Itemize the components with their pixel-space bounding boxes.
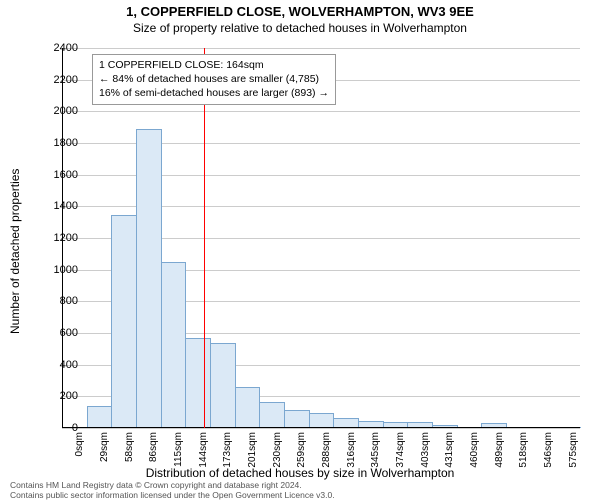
x-tick-label: 518sqm (518, 432, 529, 472)
x-tick-label: 288sqm (321, 432, 332, 472)
histogram-bar (309, 413, 335, 428)
x-tick-label: 431sqm (444, 432, 455, 472)
annotation-line: 16% of semi-detached houses are larger (… (99, 86, 329, 100)
x-tick-label: 29sqm (99, 432, 110, 472)
x-tick-label: 86sqm (148, 432, 159, 472)
y-axis-label: Number of detached properties (8, 169, 22, 334)
histogram-bar (111, 215, 137, 428)
page-subtitle: Size of property relative to detached ho… (0, 21, 600, 35)
histogram-bar (87, 406, 113, 428)
x-tick-label: 345sqm (370, 432, 381, 472)
y-tick-label: 2200 (42, 74, 78, 86)
histogram-bar (185, 338, 211, 428)
y-tick-label: 1200 (42, 232, 78, 244)
chart-plot-area: 1 COPPERFIELD CLOSE: 164sqm← 84% of deta… (62, 48, 580, 428)
histogram-bar (210, 343, 236, 428)
x-tick-label: 546sqm (543, 432, 554, 472)
histogram-bar (235, 387, 261, 428)
x-tick-label: 173sqm (222, 432, 233, 472)
footer-line2: Contains public sector information licen… (10, 490, 335, 500)
y-tick-label: 2400 (42, 42, 78, 54)
y-tick-label: 1600 (42, 169, 78, 181)
annotation-box: 1 COPPERFIELD CLOSE: 164sqm← 84% of deta… (92, 54, 336, 105)
x-tick-label: 489sqm (494, 432, 505, 472)
y-tick-label: 400 (42, 359, 78, 371)
footer: Contains HM Land Registry data © Crown c… (10, 480, 335, 500)
annotation-line: 1 COPPERFIELD CLOSE: 164sqm (99, 58, 329, 72)
y-tick-label: 2000 (42, 105, 78, 117)
histogram-bar (161, 262, 187, 428)
x-tick-label: 58sqm (124, 432, 135, 472)
annotation-line: ← 84% of detached houses are smaller (4,… (99, 72, 329, 86)
x-tick-label: 115sqm (173, 432, 184, 472)
x-tick-label: 144sqm (198, 432, 209, 472)
x-tick-label: 230sqm (272, 432, 283, 472)
gridline (62, 111, 580, 112)
x-tick-label: 374sqm (395, 432, 406, 472)
x-tick-label: 201sqm (247, 432, 258, 472)
x-tick-label: 0sqm (74, 432, 85, 472)
x-tick-label: 316sqm (346, 432, 357, 472)
histogram-bar (136, 129, 162, 428)
y-tick-label: 1000 (42, 264, 78, 276)
histogram-bar (259, 402, 285, 428)
y-tick-label: 200 (42, 390, 78, 402)
footer-line1: Contains HM Land Registry data © Crown c… (10, 480, 335, 490)
y-tick-label: 600 (42, 327, 78, 339)
x-tick-label: 575sqm (568, 432, 579, 472)
page-title: 1, COPPERFIELD CLOSE, WOLVERHAMPTON, WV3… (0, 4, 600, 19)
y-tick-label: 800 (42, 295, 78, 307)
x-tick-label: 259sqm (296, 432, 307, 472)
y-tick-label: 1800 (42, 137, 78, 149)
gridline (62, 428, 580, 429)
gridline (62, 48, 580, 49)
histogram-bar (284, 410, 310, 428)
marker-line (204, 48, 205, 428)
x-tick-label: 403sqm (420, 432, 431, 472)
y-tick-label: 1400 (42, 200, 78, 212)
x-tick-label: 460sqm (469, 432, 480, 472)
y-tick-label: 0 (42, 422, 78, 434)
